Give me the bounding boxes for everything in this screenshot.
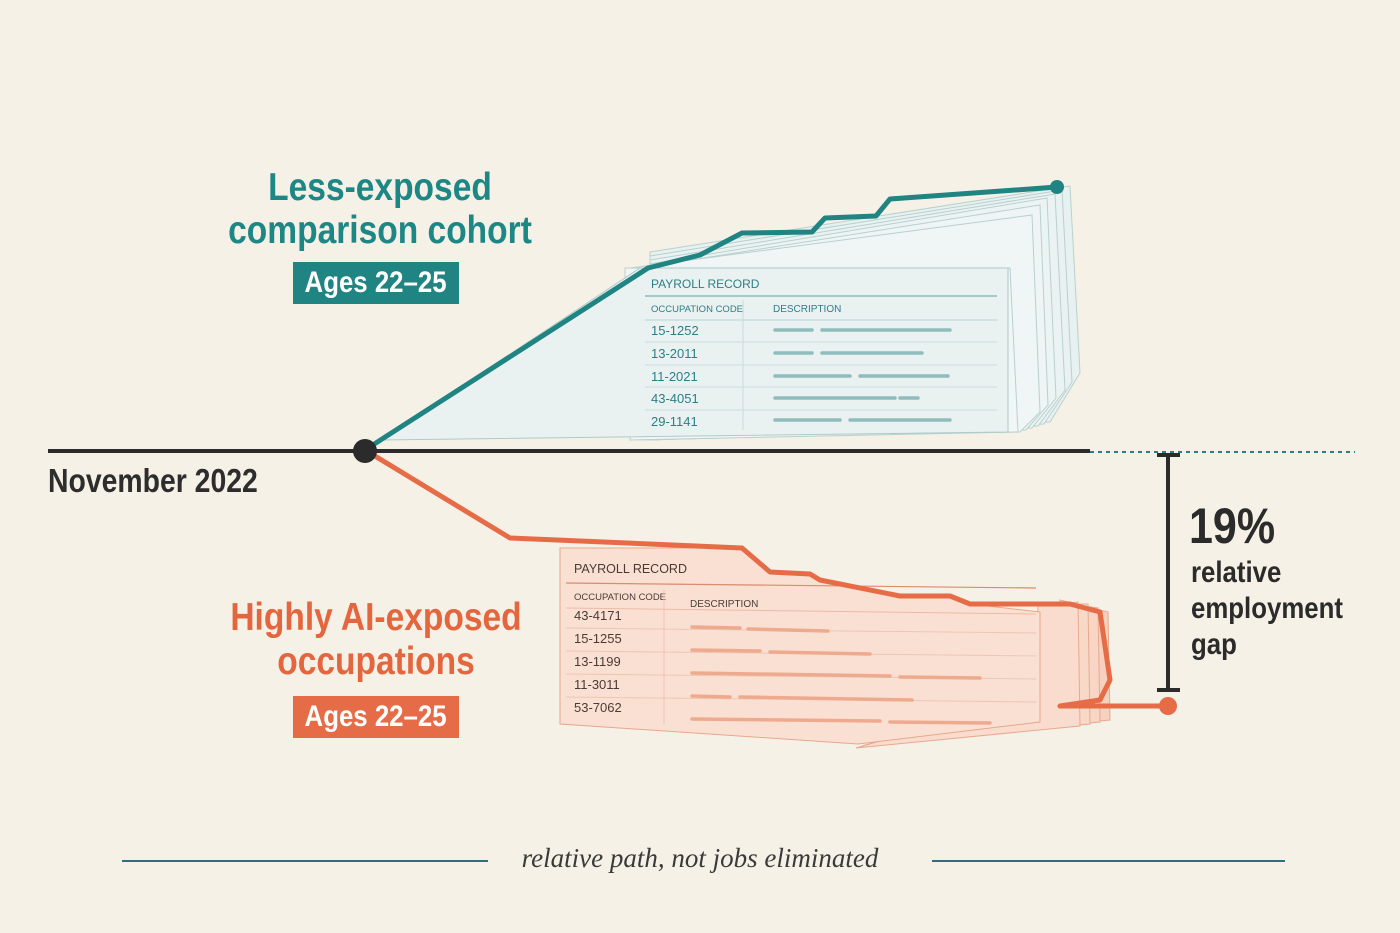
less-exposed-age-text: Ages 22–25 bbox=[304, 266, 448, 299]
teal-end-point bbox=[1050, 180, 1064, 194]
coral-record: PAYROLL RECORD OCCUPATION CODE DESCRIPTI… bbox=[565, 562, 1037, 725]
teal-code-2: 13-2011 bbox=[651, 346, 698, 361]
gap-line3: gap bbox=[1191, 628, 1237, 661]
less-exposed-title-line2: comparison cohort bbox=[228, 209, 532, 252]
gap-description: relative employment gap bbox=[1191, 555, 1363, 663]
origin-point bbox=[353, 439, 377, 463]
less-exposed-title-line1: Less-exposed bbox=[268, 166, 492, 209]
coral-description-bars bbox=[690, 625, 992, 725]
gap-value: 19% bbox=[1189, 498, 1276, 554]
footnote: relative path, not jobs eliminated bbox=[521, 843, 879, 873]
gap-line2: employment bbox=[1191, 592, 1343, 625]
teal-code-5: 29-1141 bbox=[651, 414, 698, 429]
teal-code-4: 43-4051 bbox=[651, 391, 699, 406]
coral-code-1: 43-4171 bbox=[574, 608, 622, 623]
highly-exposed-title-line1: Highly AI-exposed bbox=[230, 596, 522, 639]
coral-record-col-desc: DESCRIPTION bbox=[690, 599, 758, 610]
timeline-start-label: November 2022 bbox=[48, 462, 258, 499]
footnote-rule-left bbox=[122, 860, 488, 862]
coral-trend-line bbox=[363, 447, 1168, 709]
coral-code-2: 15-1255 bbox=[574, 631, 622, 646]
coral-record-header-rule bbox=[565, 582, 1037, 589]
footnote-rule-right bbox=[932, 860, 1285, 862]
highly-exposed-title: Highly AI-exposed occupations bbox=[204, 596, 548, 684]
teal-description-bars bbox=[773, 328, 952, 422]
coral-end-point bbox=[1159, 697, 1177, 715]
highly-exposed-age-badge: Ages 22–25 bbox=[293, 696, 459, 738]
coral-record-col-code: OCCUPATION CODE bbox=[574, 592, 666, 603]
teal-record-col-desc: DESCRIPTION bbox=[773, 304, 841, 315]
teal-record: PAYROLL RECORD OCCUPATION CODE DESCRIPTI… bbox=[645, 277, 997, 430]
teal-code-1: 15-1252 bbox=[651, 323, 699, 338]
coral-code-5: 53-7062 bbox=[574, 700, 622, 715]
less-exposed-title: Less-exposed comparison cohort bbox=[208, 166, 552, 252]
coral-record-header: PAYROLL RECORD bbox=[574, 562, 687, 576]
teal-trend-line bbox=[363, 184, 1058, 453]
coral-code-4: 11-3011 bbox=[574, 677, 620, 692]
teal-record-stack bbox=[378, 185, 1081, 441]
less-exposed-age-badge: Ages 22–25 bbox=[293, 262, 459, 304]
teal-record-header: PAYROLL RECORD bbox=[651, 277, 760, 291]
highly-exposed-title-line2: occupations bbox=[277, 640, 475, 683]
coral-code-3: 13-1199 bbox=[574, 654, 621, 669]
teal-record-col-code: OCCUPATION CODE bbox=[651, 304, 743, 315]
teal-code-3: 11-2021 bbox=[651, 369, 698, 384]
highly-exposed-age-text: Ages 22–25 bbox=[304, 700, 448, 733]
coral-record-stack bbox=[559, 547, 1111, 749]
gap-bracket bbox=[1157, 453, 1180, 692]
gap-line1: relative bbox=[1191, 556, 1282, 589]
